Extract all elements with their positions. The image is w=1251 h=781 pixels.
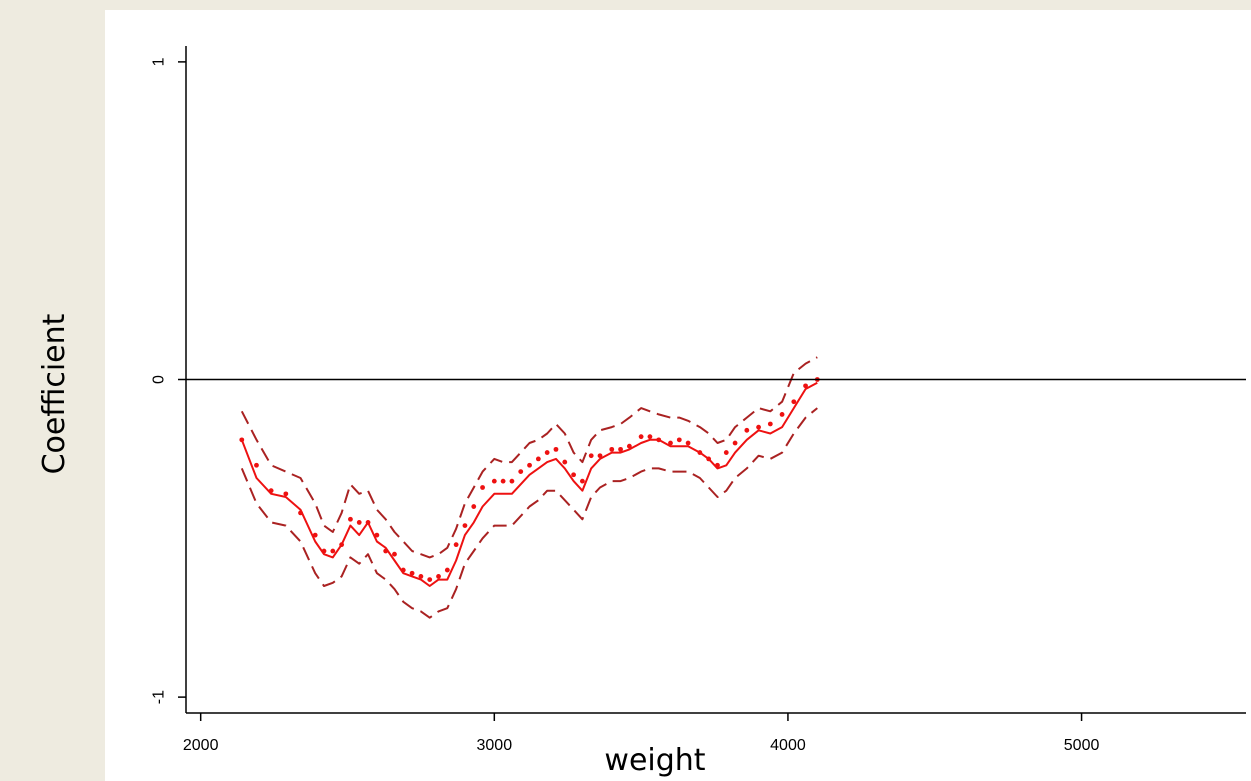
- estimate-point: [756, 424, 761, 430]
- lower-confidence-line: [240, 407, 818, 619]
- estimate-point: [544, 450, 550, 455]
- estimate-point: [392, 551, 397, 557]
- estimate-point: [374, 532, 380, 538]
- x-tick-label: 5000: [1064, 737, 1100, 754]
- estimate-point: [254, 462, 259, 468]
- estimate-point: [462, 523, 468, 529]
- estimate-point: [723, 450, 729, 455]
- estimate-point: [312, 532, 318, 538]
- y-axis-title: Coefficient: [37, 313, 72, 474]
- estimate-point: [656, 437, 662, 443]
- x-tick-label: 2000: [183, 737, 219, 754]
- estimate-point: [365, 520, 371, 525]
- estimate-point: [356, 520, 362, 525]
- series-group: [239, 356, 820, 619]
- estimate-point: [268, 488, 274, 494]
- y-tick-label: -1: [151, 690, 168, 704]
- estimate-point: [579, 478, 585, 484]
- estimate-point: [618, 446, 623, 452]
- estimate-point: [744, 427, 750, 433]
- y-tick-label: 0: [151, 375, 168, 384]
- estimate-point: [239, 437, 245, 443]
- estimate-point: [638, 434, 644, 440]
- estimate-point: [562, 459, 568, 465]
- estimate-point: [697, 450, 703, 455]
- x-axis-title: weight: [604, 743, 705, 778]
- estimate-point: [348, 516, 353, 522]
- estimate-point: [535, 456, 541, 462]
- estimate-point: [418, 574, 424, 579]
- estimate-point: [427, 577, 433, 582]
- estimate-point: [527, 462, 532, 468]
- estimate-line: [240, 381, 818, 587]
- estimate-point: [732, 440, 738, 446]
- estimate-point: [321, 548, 327, 554]
- estimate-point: [715, 462, 720, 468]
- estimate-point: [283, 491, 289, 497]
- estimate-point: [339, 542, 345, 548]
- estimate-point: [453, 542, 459, 548]
- estimate-point: [436, 574, 441, 579]
- estimate-point: [626, 443, 632, 449]
- estimate-point: [791, 399, 797, 405]
- estimate-point: [676, 437, 682, 443]
- estimate-point: [685, 440, 691, 446]
- estimate-point: [706, 456, 712, 462]
- estimate-point: [509, 478, 515, 484]
- estimate-point: [444, 567, 450, 573]
- upper-confidence-line: [240, 356, 818, 559]
- estimate-point: [400, 567, 406, 573]
- estimate-point: [409, 570, 415, 576]
- estimate-point: [471, 504, 477, 509]
- estimate-point: [298, 510, 303, 516]
- estimate-point: [330, 548, 336, 554]
- x-tick-label: 3000: [477, 737, 513, 754]
- y-tick-label: 1: [151, 57, 168, 66]
- plot-area: [105, 10, 1251, 781]
- estimate-point: [500, 478, 506, 484]
- tick-group: -1 0 1 2000 3000 4000 5000: [151, 57, 1100, 754]
- estimate-point: [518, 469, 524, 475]
- estimate-point: [588, 453, 594, 459]
- x-tick-label: 4000: [770, 737, 806, 754]
- estimate-point: [803, 383, 808, 389]
- estimate-point: [779, 412, 785, 417]
- estimate-point: [383, 548, 389, 554]
- estimate-point: [553, 446, 559, 452]
- estimate-point: [571, 472, 576, 478]
- estimate-point: [597, 453, 603, 459]
- estimate-point: [647, 434, 653, 440]
- estimate-point: [668, 440, 673, 446]
- estimate-point: [491, 478, 497, 484]
- estimate-point: [767, 421, 773, 427]
- estimate-point: [480, 485, 485, 490]
- estimate-point: [609, 446, 615, 452]
